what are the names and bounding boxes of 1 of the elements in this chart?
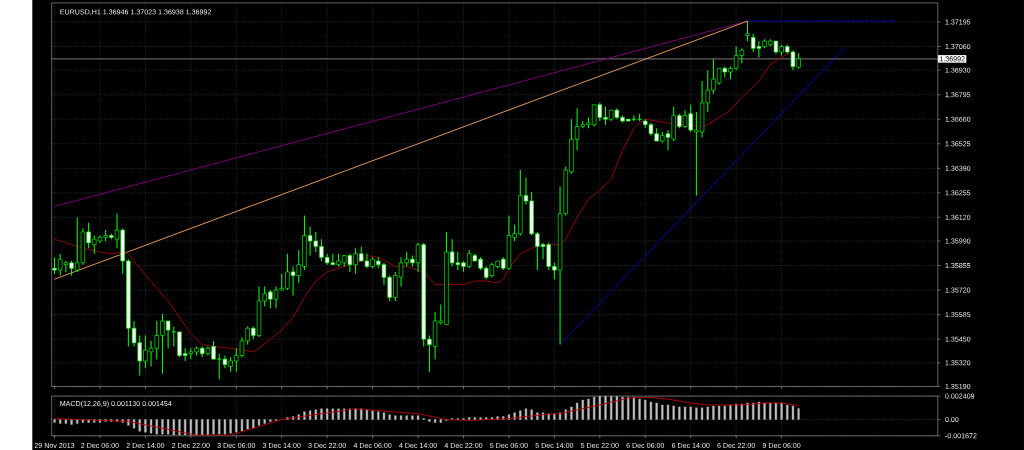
- candlestick: [745, 20, 750, 42]
